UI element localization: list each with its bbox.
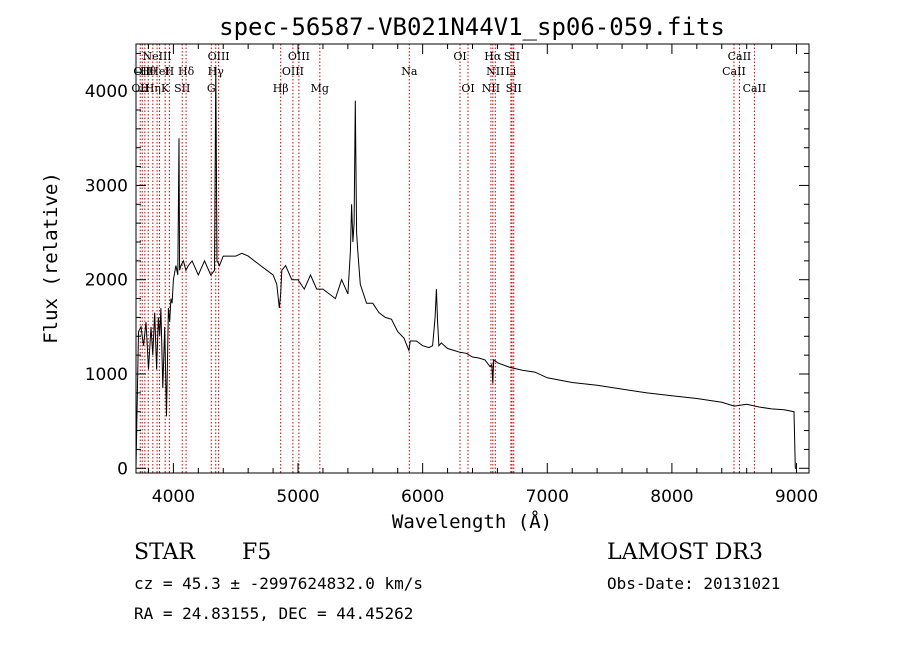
y-tick-label: 3000 <box>85 176 128 196</box>
plot-frame <box>135 43 810 474</box>
line-label-24: Li <box>505 65 516 78</box>
survey-label: LAMOST DR3 <box>607 540 763 565</box>
object-class: STAR <box>134 540 195 565</box>
redshift-cz: cz = 45.3 ± -2997624832.0 km/s <box>134 574 423 593</box>
line-label-9: SII <box>174 82 190 95</box>
line-label-21: NII <box>482 82 500 95</box>
x-tick-label: 8000 <box>650 487 693 507</box>
chart-title: spec-56587-VB021N44V1_sp06-059.fits <box>219 13 725 41</box>
x-axis-ticks: 4000 5000 6000 7000 8000 9000 <box>147 44 818 507</box>
x-tick-label: 5000 <box>276 487 319 507</box>
object-subclass: F5 <box>242 540 272 565</box>
line-label-17: Mg <box>311 82 329 95</box>
y-tick-label: 1000 <box>85 365 128 385</box>
y-tick-label: 4000 <box>85 82 128 102</box>
line-label-28: CaII <box>728 50 752 63</box>
line-label-11: G <box>207 82 216 95</box>
x-tick-label: 4000 <box>152 487 195 507</box>
line-label-10: Hδ <box>178 65 195 78</box>
line-label-6: HeI <box>149 65 169 78</box>
ra-dec: RA = 24.83155, DEC = 44.45262 <box>134 604 414 623</box>
line-label-25: SII <box>504 50 520 63</box>
line-label-18: Na <box>401 65 418 78</box>
line-label-1: OII <box>133 65 151 78</box>
line-label-4: Hη <box>145 82 161 95</box>
obs-date: Obs-Date: 20131021 <box>607 574 781 593</box>
line-label-13: OIII <box>208 50 230 63</box>
line-label-14: Hβ <box>273 82 289 95</box>
emission-line-labels: OIIOIIHHθHηNeIIIHeIKHSIIHδGHγOIIIHβOIIIO… <box>131 50 766 95</box>
line-label-15: OIII <box>282 65 304 78</box>
line-label-19: OI <box>453 50 466 63</box>
y-tick-label: 2000 <box>85 271 128 291</box>
spectrum-series-line <box>135 67 797 469</box>
line-label-8: H <box>165 65 175 78</box>
line-label-29: CaII <box>743 82 767 95</box>
x-tick-label: 7000 <box>526 487 569 507</box>
line-label-27: CaII <box>722 65 746 78</box>
line-label-26: SII <box>506 82 522 95</box>
line-label-7: K <box>161 82 170 95</box>
line-label-23: NII <box>486 65 504 78</box>
line-label-20: OI <box>461 82 474 95</box>
emission-line-markers <box>139 44 755 473</box>
line-label-5: NeIII <box>142 50 171 63</box>
y-axis-ticks: 0 1000 2000 3000 4000 <box>85 52 809 479</box>
line-label-3: Hθ <box>140 65 157 78</box>
y-axis-label: Flux (relative) <box>40 172 62 344</box>
x-tick-label: 6000 <box>401 487 444 507</box>
x-tick-label: 9000 <box>775 487 818 507</box>
line-label-16: OIII <box>288 50 310 63</box>
x-axis-label: Wavelength (Å) <box>392 510 552 533</box>
y-tick-label: 0 <box>117 459 128 479</box>
line-label-22: Hα <box>484 50 502 63</box>
line-label-2: H <box>140 82 150 95</box>
